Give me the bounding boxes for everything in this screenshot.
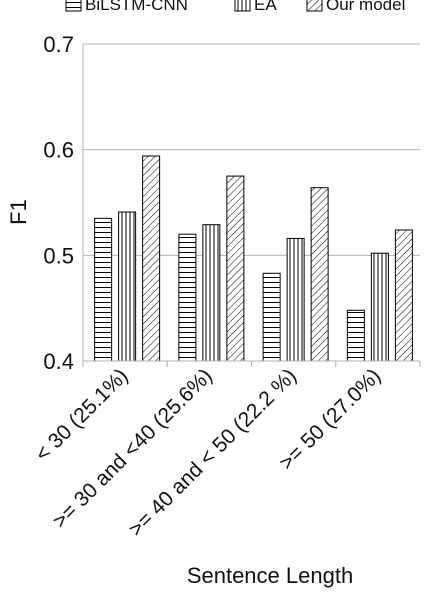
x-tick-label: >= 30 and <40 (25.6%) — [48, 364, 217, 533]
bar-our-model-1 — [142, 155, 161, 362]
bar-bilstm-cnn-1 — [94, 217, 113, 362]
y-tick-label: 0.5 — [43, 243, 74, 268]
y-tick-labels: 0.4 0.5 0.6 0.7 — [43, 32, 74, 374]
bar-ea-4 — [370, 252, 389, 362]
x-tick-labels: < 30 (25.1%)>= 30 and <40 (25.6%)>= 40 a… — [31, 364, 385, 541]
bar-bilstm-cnn-2 — [178, 233, 197, 362]
legend-label: Our model — [326, 0, 405, 14]
x-axis-label: Sentence Length — [187, 563, 353, 588]
bars — [94, 155, 413, 362]
y-tick-label: 0.6 — [43, 138, 74, 163]
y-tick-label: 0.7 — [43, 32, 74, 57]
bar-ea-2 — [202, 224, 221, 362]
bar-bilstm-cnn-3 — [262, 272, 281, 362]
bar-bilstm-cnn-4 — [346, 309, 365, 362]
bar-ea-3 — [286, 237, 305, 362]
x-tick-label: >= 40 and < 50 (22.2 %) — [124, 364, 301, 541]
legend-swatch — [234, 0, 251, 12]
legend-swatch — [306, 0, 323, 12]
bar-our-model-2 — [226, 175, 245, 362]
y-tick-label: 0.4 — [43, 349, 74, 374]
y-axis-label: F1 — [6, 199, 31, 225]
axes — [82, 44, 421, 367]
bar-ea-1 — [118, 211, 137, 362]
legend-swatch — [65, 0, 82, 12]
bar-our-model-4 — [394, 229, 413, 362]
legend-label: EA — [254, 0, 277, 14]
legend: BiLSTM-CNN EA Our model — [65, 0, 405, 14]
bar-our-model-3 — [310, 187, 329, 362]
legend-label: BiLSTM-CNN — [85, 0, 188, 14]
